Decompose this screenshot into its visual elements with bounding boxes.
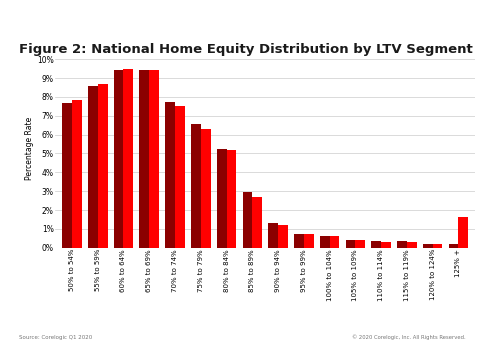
- Bar: [114, 70, 123, 248]
- Bar: [175, 106, 185, 248]
- Bar: [304, 234, 313, 248]
- Bar: [217, 149, 227, 248]
- Bar: [123, 69, 133, 248]
- Bar: [201, 129, 211, 248]
- Text: Figure 2: National Home Equity Distribution by LTV Segment: Figure 2: National Home Equity Distribut…: [19, 43, 473, 56]
- Bar: [320, 236, 330, 248]
- Bar: [458, 217, 468, 248]
- Bar: [191, 124, 201, 248]
- Bar: [62, 103, 72, 248]
- Bar: [397, 241, 407, 248]
- Bar: [294, 234, 304, 248]
- Bar: [449, 244, 458, 248]
- Bar: [423, 244, 432, 248]
- Bar: [149, 70, 159, 248]
- Bar: [330, 236, 339, 248]
- Bar: [252, 197, 262, 248]
- Bar: [227, 150, 236, 248]
- Bar: [432, 244, 443, 248]
- Bar: [381, 241, 391, 248]
- Bar: [98, 84, 108, 248]
- Text: © 2020 Corelogic, Inc. All Rights Reserved.: © 2020 Corelogic, Inc. All Rights Reserv…: [352, 334, 466, 340]
- Y-axis label: Percentage Rate: Percentage Rate: [25, 117, 34, 180]
- Bar: [72, 100, 82, 248]
- Bar: [140, 70, 149, 248]
- Bar: [407, 241, 417, 248]
- Text: Source: Corelogic Q1 2020: Source: Corelogic Q1 2020: [19, 335, 93, 340]
- Bar: [355, 240, 365, 248]
- Bar: [268, 223, 278, 248]
- Bar: [242, 192, 252, 248]
- Bar: [372, 241, 381, 248]
- Bar: [165, 102, 175, 248]
- Bar: [278, 225, 288, 248]
- Bar: [346, 240, 355, 248]
- Bar: [88, 86, 98, 248]
